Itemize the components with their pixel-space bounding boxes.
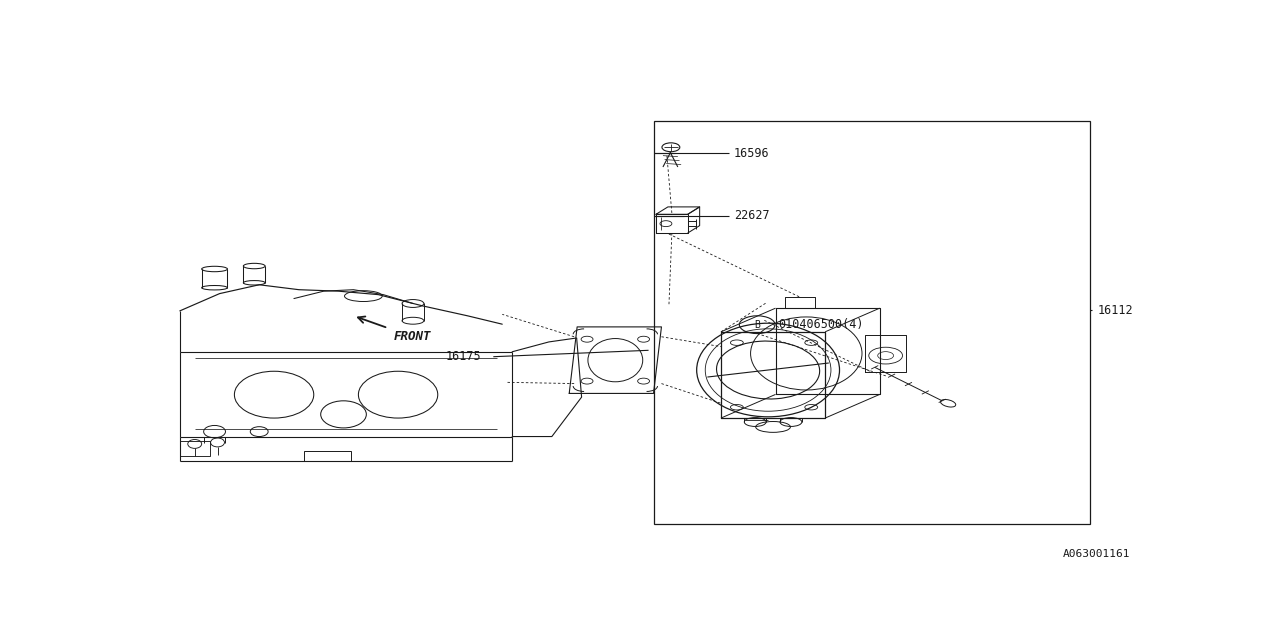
Text: 22627: 22627	[733, 209, 769, 222]
Text: FRONT: FRONT	[394, 330, 431, 342]
Text: A063001161: A063001161	[1062, 548, 1130, 559]
Bar	[654, 121, 1091, 524]
Text: 16175: 16175	[445, 350, 481, 364]
Text: B: B	[754, 319, 760, 330]
Text: 010406500(4): 010406500(4)	[778, 318, 864, 331]
Text: 16112: 16112	[1097, 304, 1133, 317]
Bar	[303, 451, 352, 461]
Bar	[179, 442, 210, 456]
Text: 16596: 16596	[733, 147, 769, 160]
